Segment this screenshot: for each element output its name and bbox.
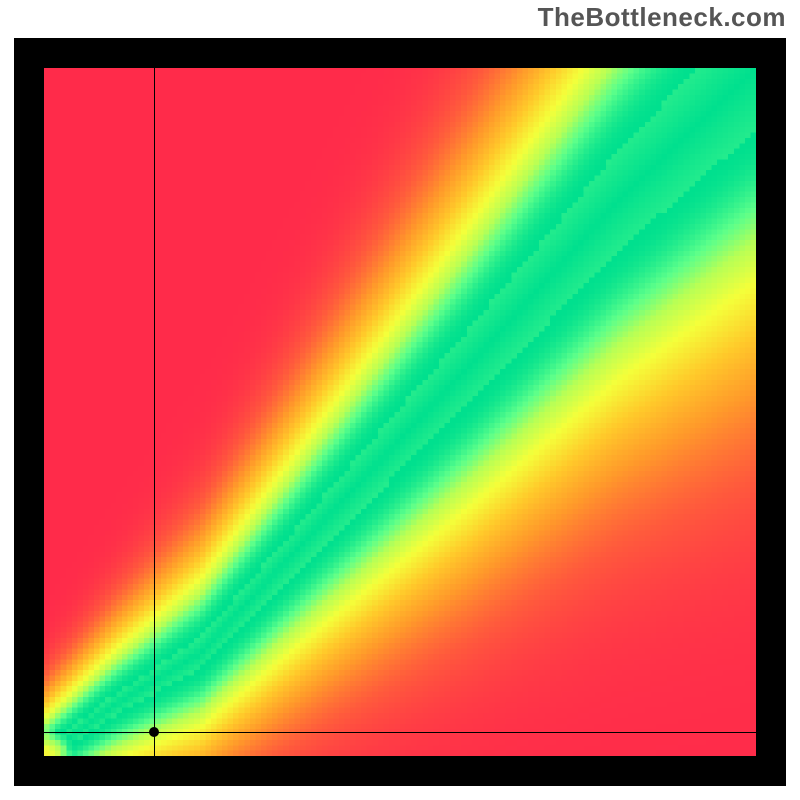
crosshair-marker-dot (149, 727, 159, 737)
chart-outer-frame (14, 38, 786, 786)
heatmap-plot-area (44, 68, 756, 756)
heatmap-canvas (44, 68, 756, 756)
attribution-label: TheBottleneck.com (538, 2, 786, 33)
crosshair-vertical-line (154, 68, 155, 756)
